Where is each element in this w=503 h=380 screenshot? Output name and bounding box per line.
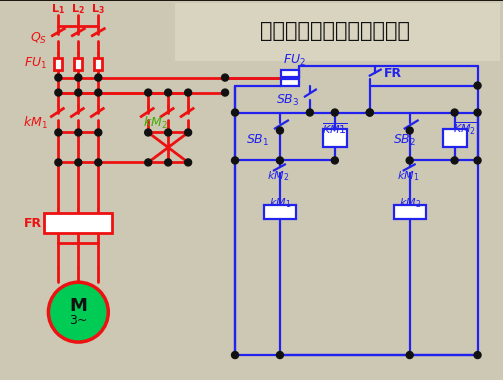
Text: $SB_1$: $SB_1$ — [246, 133, 270, 148]
Circle shape — [95, 74, 102, 81]
Text: $kM_2$: $kM_2$ — [143, 114, 167, 131]
Circle shape — [406, 352, 413, 359]
Circle shape — [95, 159, 102, 166]
Circle shape — [164, 129, 172, 136]
Text: $\bf{L_2}$: $\bf{L_2}$ — [71, 2, 86, 16]
Bar — [443, 130, 467, 147]
Text: $\bf{L_1}$: $\bf{L_1}$ — [51, 2, 65, 16]
Circle shape — [231, 352, 238, 359]
Circle shape — [75, 74, 82, 81]
Circle shape — [95, 129, 102, 136]
Circle shape — [55, 89, 62, 96]
Circle shape — [55, 159, 62, 166]
Text: 接触器互锁正反转控制线路: 接触器互锁正反转控制线路 — [260, 21, 410, 41]
Circle shape — [221, 74, 228, 81]
Circle shape — [277, 157, 283, 164]
Circle shape — [185, 89, 192, 96]
Bar — [323, 130, 347, 147]
Text: 3~: 3~ — [69, 314, 88, 327]
Text: $SB_3$: $SB_3$ — [276, 93, 300, 108]
Bar — [264, 205, 296, 219]
Bar — [74, 58, 82, 70]
Circle shape — [75, 89, 82, 96]
Text: $kM_2$: $kM_2$ — [267, 169, 289, 183]
Circle shape — [331, 109, 339, 116]
Circle shape — [221, 89, 228, 96]
Bar — [394, 205, 426, 219]
Circle shape — [55, 129, 62, 136]
Text: $kM_2$: $kM_2$ — [398, 196, 421, 210]
Circle shape — [164, 89, 172, 96]
Circle shape — [55, 74, 62, 81]
Bar — [94, 58, 102, 70]
Bar — [44, 213, 112, 233]
Circle shape — [331, 157, 339, 164]
Text: $FU_2$: $FU_2$ — [284, 53, 306, 68]
Circle shape — [474, 352, 481, 359]
Circle shape — [366, 109, 373, 116]
Circle shape — [145, 89, 152, 96]
Circle shape — [231, 157, 238, 164]
Text: M: M — [69, 297, 88, 315]
Circle shape — [474, 82, 481, 89]
Bar — [281, 70, 299, 77]
Text: $kM_1$: $kM_1$ — [269, 196, 291, 210]
Circle shape — [474, 109, 481, 116]
Circle shape — [277, 352, 283, 359]
Bar — [281, 79, 299, 86]
Bar — [54, 58, 62, 70]
Text: $kM_1$: $kM_1$ — [396, 169, 419, 183]
Text: $\overline{KM_2}$: $\overline{KM_2}$ — [453, 120, 477, 137]
Bar — [175, 3, 499, 61]
Text: FR: FR — [384, 67, 402, 80]
Text: $SB_2$: $SB_2$ — [393, 133, 416, 148]
Circle shape — [145, 159, 152, 166]
Circle shape — [95, 89, 102, 96]
Circle shape — [406, 157, 413, 164]
Circle shape — [145, 129, 152, 136]
Circle shape — [366, 109, 373, 116]
Circle shape — [451, 109, 458, 116]
Circle shape — [48, 282, 108, 342]
Text: $\overline{KM1}$: $\overline{KM1}$ — [322, 121, 348, 136]
Circle shape — [306, 109, 313, 116]
Circle shape — [474, 157, 481, 164]
Text: FR: FR — [24, 217, 42, 230]
Circle shape — [406, 127, 413, 134]
Text: $\bf{L_3}$: $\bf{L_3}$ — [92, 2, 105, 16]
Circle shape — [277, 127, 283, 134]
Circle shape — [185, 159, 192, 166]
Circle shape — [75, 159, 82, 166]
Text: $kM_1$: $kM_1$ — [23, 114, 48, 131]
Circle shape — [164, 159, 172, 166]
Circle shape — [451, 157, 458, 164]
Circle shape — [231, 109, 238, 116]
Circle shape — [185, 129, 192, 136]
Text: $Q_S$: $Q_S$ — [30, 31, 47, 46]
Circle shape — [75, 129, 82, 136]
Text: $FU_1$: $FU_1$ — [24, 56, 47, 71]
